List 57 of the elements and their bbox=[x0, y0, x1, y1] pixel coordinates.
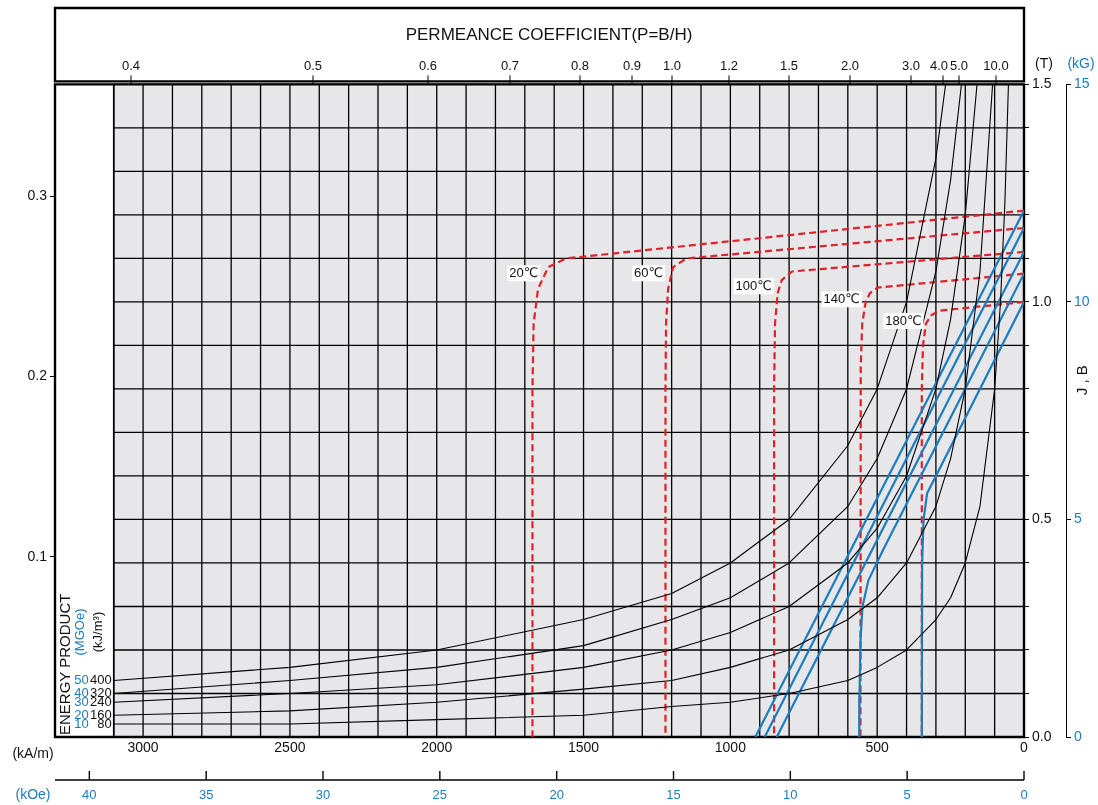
x2-tick-label: 5 bbox=[903, 787, 911, 803]
y2-tick-label: 10 bbox=[1074, 292, 1090, 309]
text: 0.6 bbox=[418, 58, 438, 74]
x2-tick-label: 0 bbox=[1020, 787, 1028, 803]
series-label: 180℃ bbox=[885, 312, 922, 328]
text: 10.0 bbox=[983, 58, 1009, 74]
text: 2.0 bbox=[840, 58, 860, 74]
x2-tick-label: 40 bbox=[82, 787, 97, 803]
text: J , B bbox=[1073, 365, 1091, 396]
y2-tick-label: 15 bbox=[1074, 75, 1090, 92]
x2-tick-label: 20 bbox=[549, 787, 564, 803]
text: 0.5 bbox=[303, 58, 323, 74]
text: 0.9 bbox=[622, 58, 642, 74]
y-tick-label: 0.0 bbox=[1032, 727, 1052, 744]
annotation: 50 bbox=[74, 672, 89, 688]
x-tick-label: 3000 bbox=[127, 739, 159, 756]
text: 5.0 bbox=[949, 58, 969, 74]
series-label: 60℃ bbox=[634, 264, 664, 280]
x-axis-title: (kA/m) bbox=[12, 744, 54, 761]
text: 1.2 bbox=[719, 58, 739, 74]
series-label: 20℃ bbox=[509, 264, 539, 280]
y-axis-title: (T) bbox=[1035, 55, 1053, 72]
x2-tick-label: 35 bbox=[198, 787, 214, 803]
series-label: 100℃ bbox=[735, 277, 772, 293]
y3-tick-label: 0.1 bbox=[27, 547, 48, 564]
x2-tick-label: 25 bbox=[432, 787, 448, 803]
text: 0.8 bbox=[570, 58, 590, 74]
x2-tick-label: 15 bbox=[666, 787, 681, 803]
y3-tick-label: 0.2 bbox=[27, 367, 48, 384]
x-tick-label: 2000 bbox=[421, 739, 453, 756]
text: 3.0 bbox=[901, 58, 921, 74]
series-label: 140℃ bbox=[823, 290, 860, 306]
y2-axis-title: (kG) bbox=[1067, 55, 1095, 72]
x-tick-label: 0 bbox=[1020, 739, 1029, 756]
annotation: ENERGY PRODUCT bbox=[56, 593, 74, 735]
x2-tick-label: 30 bbox=[315, 787, 331, 803]
chart-title: PERMEANCE COEFFICIENT(P=B/H) bbox=[405, 24, 693, 44]
x2-axis-title: (kOe) bbox=[15, 785, 51, 802]
annotation: (kJ/m³) bbox=[89, 611, 105, 653]
text: 1.5 bbox=[779, 58, 799, 74]
y2-tick-label: 0 bbox=[1074, 727, 1082, 744]
annotation: (MGOe) bbox=[71, 608, 87, 656]
text: 0.7 bbox=[500, 58, 520, 74]
y2-tick-label: 5 bbox=[1074, 510, 1082, 527]
x-tick-label: 1000 bbox=[714, 739, 747, 756]
y-tick-label: 1.0 bbox=[1032, 292, 1052, 309]
series-label: 400 bbox=[90, 672, 112, 688]
x-tick-label: 1500 bbox=[567, 739, 600, 756]
y-tick-label: 1.5 bbox=[1032, 75, 1052, 92]
x-tick-label: 2500 bbox=[274, 739, 306, 756]
text: 1.0 bbox=[662, 58, 682, 74]
x2-tick-label: 10 bbox=[783, 787, 798, 803]
text: 0.4 bbox=[121, 58, 141, 74]
y3-tick-label: 0.3 bbox=[27, 187, 48, 204]
text: 4.0 bbox=[929, 58, 948, 74]
y-tick-label: 0.5 bbox=[1032, 510, 1052, 527]
x-tick-label: 500 bbox=[865, 739, 890, 756]
